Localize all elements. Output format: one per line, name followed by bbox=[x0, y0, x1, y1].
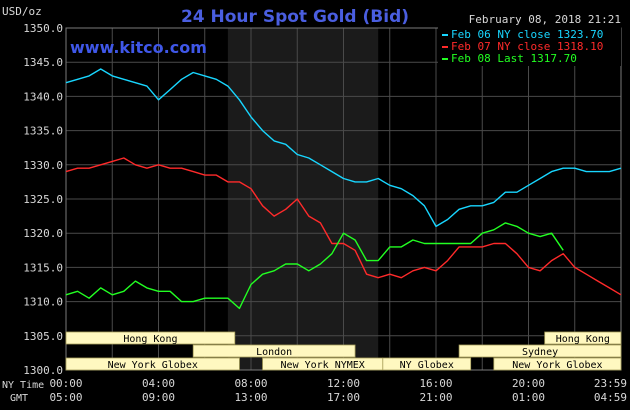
x-tick-label-gmt: 05:00 bbox=[49, 391, 82, 404]
session-box-bar bbox=[493, 357, 622, 371]
session-box: Hong Kong bbox=[544, 331, 622, 345]
x-tick-label-ny: 16:00 bbox=[419, 377, 452, 390]
x-tick-label-ny: 00:00 bbox=[49, 377, 82, 390]
price-series bbox=[65, 68, 622, 310]
session-box-bar bbox=[458, 344, 622, 358]
series-line bbox=[65, 222, 564, 310]
y-tick-label: 1330.0 bbox=[23, 159, 63, 172]
session-label: New York Globex bbox=[512, 360, 602, 371]
session-label: Hong Kong bbox=[556, 334, 610, 345]
legend-entry: Feb 06 NY close 1323.70 bbox=[451, 28, 603, 41]
x-tick-label-ny: 20:00 bbox=[512, 377, 545, 390]
x-tick-label-ny: 12:00 bbox=[327, 377, 360, 390]
x-tick-label-gmt: 13:00 bbox=[234, 391, 267, 404]
session-label: London bbox=[256, 347, 292, 358]
session-label: Sydney bbox=[522, 347, 558, 358]
session-label: New York Globex bbox=[108, 360, 198, 371]
legend-entry: Feb 08 Last 1317.70 bbox=[451, 52, 577, 65]
x-tick-label-ny: 23:59 bbox=[594, 377, 627, 390]
y-tick-label: 1350.0 bbox=[23, 22, 63, 35]
session-box: New York Globex bbox=[65, 357, 240, 371]
session-box-bar bbox=[192, 344, 356, 358]
y-tick-label: 1335.0 bbox=[23, 125, 63, 138]
y-axis-ticks: 1300.0 1305.0 1310.0 1315.0 1320.0 1325.0 1330… bbox=[23, 22, 63, 377]
y-tick-label: 1300.0 bbox=[23, 364, 63, 377]
series-line bbox=[65, 157, 622, 296]
session-box: New York NYMEX bbox=[262, 357, 384, 371]
x-tick-label-gmt: 17:00 bbox=[327, 391, 360, 404]
session-box: London bbox=[192, 344, 356, 358]
x-tick-label-ny: 04:00 bbox=[142, 377, 175, 390]
chart-timestamp: February 08, 2018 21:21 bbox=[469, 13, 621, 26]
session-box: Sydney bbox=[458, 344, 622, 358]
session-box-bar bbox=[65, 331, 236, 345]
y-tick-label: 1310.0 bbox=[23, 296, 63, 309]
y-tick-label: 1345.0 bbox=[23, 56, 63, 69]
gmt-row-label: GMT bbox=[10, 393, 28, 404]
y-tick-label: 1340.0 bbox=[23, 90, 63, 103]
y-axis-unit-label: USD/oz bbox=[2, 5, 42, 18]
y-tick-label: 1325.0 bbox=[23, 193, 63, 206]
y-tick-label: 1315.0 bbox=[23, 261, 63, 274]
kitco-watermark: www.kitco.com bbox=[70, 38, 207, 57]
session-label: Hong Kong bbox=[123, 334, 177, 345]
x-tick-label-gmt: 09:00 bbox=[142, 391, 175, 404]
series-line bbox=[65, 68, 622, 228]
trading-sessions: Hong Kong Hong Kong London Sydney New York G… bbox=[65, 331, 622, 371]
session-box: New York Globex bbox=[493, 357, 622, 371]
session-box-bar bbox=[544, 331, 622, 345]
session-label: New York NYMEX bbox=[281, 360, 365, 371]
y-tick-label: 1320.0 bbox=[23, 227, 63, 240]
x-tick-label-ny: 08:00 bbox=[234, 377, 267, 390]
x-tick-label-gmt: 01:00 bbox=[512, 391, 545, 404]
session-box: NY Globex bbox=[382, 357, 472, 371]
session-box: Hong Kong bbox=[65, 331, 236, 345]
session-label: NY Globex bbox=[400, 360, 454, 371]
x-tick-label-gmt: 04:59 bbox=[594, 391, 627, 404]
session-box-bar bbox=[65, 357, 240, 371]
ny-time-row-label: NY Time bbox=[2, 380, 44, 391]
x-tick-label-gmt: 21:00 bbox=[419, 391, 452, 404]
session-box-bar bbox=[382, 357, 472, 371]
legend-box bbox=[438, 26, 621, 66]
legend-entry: Feb 07 NY close 1318.10 bbox=[451, 40, 603, 53]
y-tick-label: 1305.0 bbox=[23, 330, 63, 343]
chart-title: 24 Hour Spot Gold (Bid) bbox=[181, 7, 409, 27]
